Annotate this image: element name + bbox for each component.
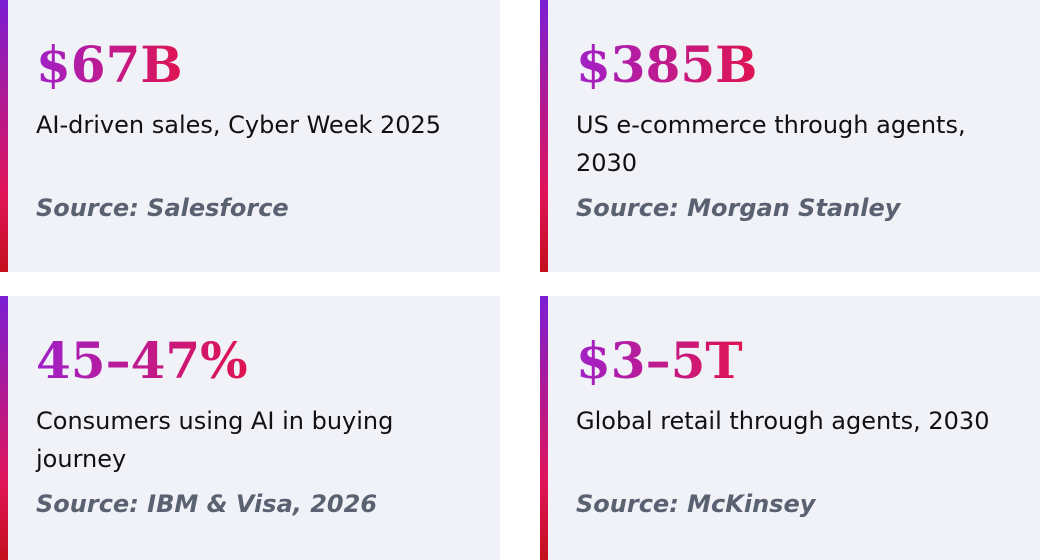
stat-card: $67B AI-driven sales, Cyber Week 2025 So…: [0, 0, 500, 272]
stat-description: US e-commerce through agents, 2030: [576, 111, 966, 177]
stat-source: Source: IBM & Visa, 2026: [36, 490, 378, 518]
stat-source: Source: Morgan Stanley: [576, 194, 901, 222]
stat-value: $3–5T: [576, 326, 743, 396]
stat-card: $385B US e-commerce through agents, 2030…: [540, 0, 1040, 272]
stat-card: 45–47% Consumers using AI in buying jour…: [0, 296, 500, 560]
stat-source: Source: McKinsey: [576, 490, 816, 518]
stat-description: Consumers using AI in buying journey: [36, 407, 394, 473]
stat-value: 45–47%: [36, 326, 248, 396]
stat-source: Source: Salesforce: [36, 194, 289, 222]
stat-card: $3–5T Global retail through agents, 2030…: [540, 296, 1040, 560]
stat-description: Global retail through agents, 2030: [576, 407, 990, 435]
stat-value: $385B: [576, 30, 757, 100]
stat-value: $67B: [36, 30, 183, 100]
stat-description: AI-driven sales, Cyber Week 2025: [36, 111, 442, 139]
